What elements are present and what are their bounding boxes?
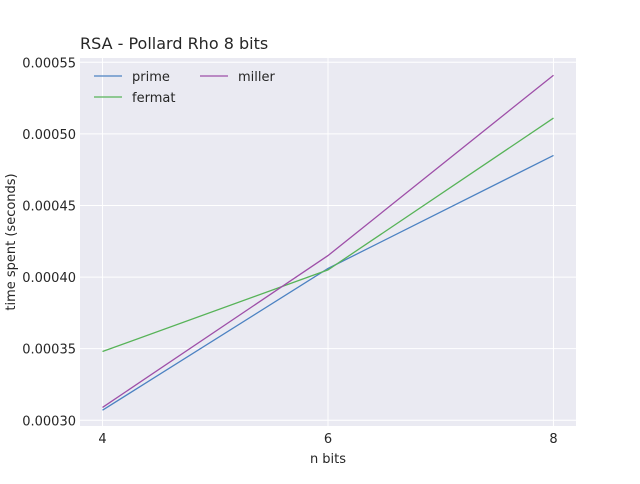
series-line-miller [102, 74, 554, 408]
legend-label: miller [238, 70, 275, 85]
grid-lines [80, 58, 576, 426]
legend-item-prime: prime [94, 70, 170, 85]
legend-item-miller: miller [200, 70, 275, 85]
legend: prime fermat miller [94, 70, 275, 106]
y-axis-label: time spent (seconds) [4, 173, 19, 310]
y-tick-label: 0.00045 [22, 199, 76, 214]
y-tick-label: 0.00035 [22, 343, 76, 358]
legend-label: prime [132, 70, 170, 85]
x-tick-label: 6 [324, 432, 332, 447]
legend-item-fermat: fermat [94, 91, 175, 106]
series-line-fermat [102, 117, 554, 353]
legend-label: fermat [132, 91, 175, 106]
x-tick-label: 4 [98, 432, 106, 447]
series-lines [102, 74, 554, 411]
y-tick-label: 0.00040 [22, 271, 76, 286]
y-tick-label: 0.00030 [22, 414, 76, 429]
x-axis-label: n bits [310, 452, 346, 467]
x-axis-ticks: 4 6 8 [98, 432, 557, 447]
y-tick-label: 0.00050 [22, 128, 76, 143]
chart-title: RSA - Pollard Rho 8 bits [80, 34, 268, 53]
series-line-prime [102, 154, 554, 411]
y-axis-ticks: 0.00030 0.00035 0.00040 0.00045 0.00050 0.000… [22, 56, 76, 429]
x-tick-label: 8 [549, 432, 557, 447]
y-tick-label: 0.00055 [22, 56, 76, 71]
